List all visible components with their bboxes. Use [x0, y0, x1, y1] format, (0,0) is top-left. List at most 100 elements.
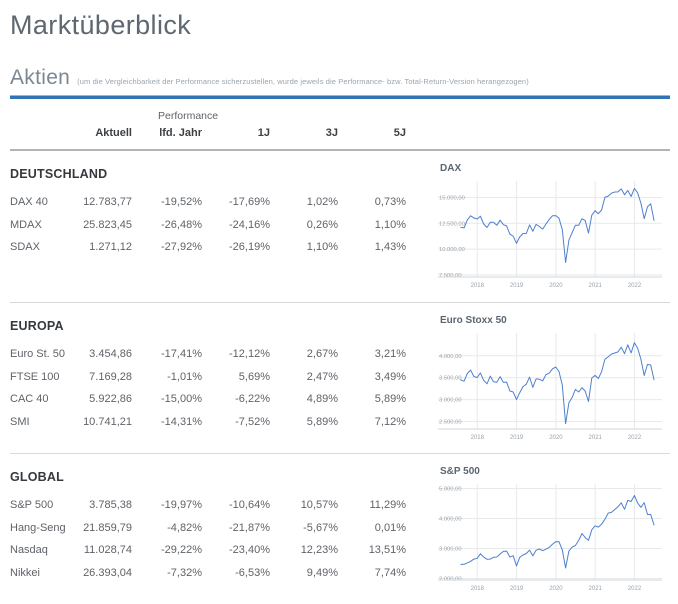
value-cell: 0,73% — [374, 196, 406, 209]
index-name: SMI — [10, 415, 30, 428]
col-lfd-jahr: lfd. Jahr — [159, 127, 202, 139]
value-cell: -24,16% — [229, 218, 270, 231]
col-1j: 1J — [257, 127, 270, 139]
svg-text:4.000,00: 4.000,00 — [439, 354, 462, 360]
svg-text:15.000,00: 15.000,00 — [439, 196, 465, 202]
value-cell: 13,51% — [368, 544, 406, 557]
table-row: DAX 40 12.783,77 -19,52% -17,69% 1,02% 0,73% — [10, 191, 422, 214]
svg-text:2022: 2022 — [628, 283, 642, 289]
svg-text:2022: 2022 — [628, 435, 642, 441]
svg-text:12.500,00: 12.500,00 — [439, 221, 465, 227]
value-cell: 26.393,04 — [83, 566, 132, 579]
svg-text:3.000,00: 3.000,00 — [439, 547, 462, 553]
value-cell: -6,53% — [235, 566, 270, 579]
section-europa: EUROPA Euro St. 50 3.454,86 -17,41% -12,12%… — [10, 302, 670, 453]
value-cell: 2,67% — [306, 348, 338, 361]
index-name: DAX 40 — [10, 196, 48, 209]
value-cell: -21,87% — [229, 521, 270, 534]
value-cell: -23,40% — [229, 544, 270, 557]
section-title: EUROPA — [10, 319, 64, 333]
svg-text:3.500,00: 3.500,00 — [439, 376, 462, 382]
value-cell: 1,10% — [374, 218, 406, 231]
dax-line-chart: 2018 2019 2020 2021 2022 15.000,00 12.500,00 10… — [438, 181, 670, 291]
col-5j: 5J — [393, 127, 406, 139]
svg-text:2020: 2020 — [549, 586, 563, 592]
table-row: MDAX 25.823,45 -26,48% -24,16% 0,26% 1,10% — [10, 214, 422, 237]
performance-group-header: Performance — [158, 110, 219, 122]
value-cell: 3.785,38 — [89, 499, 132, 512]
section-title: GLOBAL — [10, 470, 64, 484]
chart-title-sp500: S&P 500 — [440, 466, 480, 477]
euro-stoxx-line-chart: 2018 2019 2020 2021 2022 4.000,00 3.500,00 3.00… — [438, 333, 670, 443]
svg-text:2019: 2019 — [510, 283, 524, 289]
index-name: CAC 40 — [10, 393, 49, 406]
value-cell: 3,21% — [374, 348, 406, 361]
svg-text:2020: 2020 — [549, 283, 563, 289]
index-name: Hang-Seng — [10, 521, 66, 534]
aktien-note: (um die Vergleichbarkeit der Performance… — [77, 77, 529, 86]
section-table: GLOBAL S&P 500 3.785,38 -19,97% -10,64% 10,5… — [10, 454, 422, 604]
value-cell: -14,31% — [161, 415, 202, 428]
svg-text:3.000,00: 3.000,00 — [439, 398, 462, 404]
value-cell: 11.028,74 — [83, 544, 132, 557]
chart-title-dax: DAX — [440, 163, 462, 174]
header-divider — [10, 149, 670, 151]
value-cell: 5,69% — [238, 370, 270, 383]
index-name: Nikkei — [10, 566, 40, 579]
value-cell: 1,02% — [306, 196, 338, 209]
value-cell: 12.783,77 — [83, 196, 132, 209]
svg-text:2018: 2018 — [471, 435, 485, 441]
line-chart-svg: 2018 2019 2020 2021 2022 15.000,00 12.500,00 10… — [438, 181, 662, 289]
value-cell: 1.271,12 — [89, 241, 132, 254]
section-table: DEUTSCHLAND DAX 40 12.783,77 -19,52% -17,69… — [10, 151, 422, 302]
value-cell: -15,00% — [161, 393, 202, 406]
table-row: Nasdaq 11.028,74 -29,22% -23,40% 12,23% 13,51… — [10, 539, 422, 562]
index-name: MDAX — [10, 218, 42, 231]
section-table: EUROPA Euro St. 50 3.454,86 -17,41% -12,12%… — [10, 303, 422, 453]
svg-text:7.500,00: 7.500,00 — [439, 273, 462, 279]
value-cell: -7,52% — [235, 415, 270, 428]
value-cell: 5,89% — [374, 393, 406, 406]
table-row: SMI 10.741,21 -14,31% -7,52% 5,89% 7,12% — [10, 411, 422, 434]
value-cell: -5,67% — [303, 521, 338, 534]
value-cell: 5.922,86 — [89, 393, 132, 406]
value-cell: 12,23% — [300, 544, 338, 557]
value-cell: 9,49% — [306, 566, 338, 579]
svg-text:2018: 2018 — [471, 283, 485, 289]
svg-text:2021: 2021 — [589, 435, 603, 441]
index-name: FTSE 100 — [10, 370, 60, 383]
value-cell: 4,89% — [306, 393, 338, 406]
value-cell: 3,49% — [374, 370, 406, 383]
value-cell: 25.823,45 — [83, 218, 132, 231]
section-title: DEUTSCHLAND — [10, 167, 108, 181]
value-cell: -19,52% — [161, 196, 202, 209]
value-cell: 7,12% — [374, 415, 406, 428]
value-cell: -7,32% — [167, 566, 202, 579]
table-header: Performance Aktuell lfd. Jahr 1J 3J 5J — [10, 110, 670, 139]
value-cell: -12,12% — [229, 348, 270, 361]
value-cell: -19,97% — [161, 499, 202, 512]
value-cell: 1,43% — [374, 241, 406, 254]
page-title: Marktüberblick — [10, 10, 192, 40]
svg-text:2.500,00: 2.500,00 — [439, 420, 462, 426]
table-row: CAC 40 5.922,86 -15,00% -6,22% 4,89% 5,89% — [10, 388, 422, 411]
value-cell: 10.741,21 — [83, 415, 132, 428]
svg-text:4.000,00: 4.000,00 — [439, 517, 462, 523]
value-cell: 1,10% — [306, 241, 338, 254]
svg-text:2019: 2019 — [510, 586, 524, 592]
svg-text:2020: 2020 — [549, 435, 563, 441]
table-row: S&P 500 3.785,38 -19,97% -10,64% 10,57% 11,29… — [10, 494, 422, 517]
index-name: Nasdaq — [10, 544, 48, 557]
value-cell: -26,19% — [229, 241, 270, 254]
value-cell: -17,69% — [229, 196, 270, 209]
value-cell: -27,92% — [161, 241, 202, 254]
col-3j: 3J — [325, 127, 338, 139]
value-cell: 0,26% — [306, 218, 338, 231]
index-name: Euro St. 50 — [10, 348, 66, 361]
line-chart-svg: 2018 2019 2020 2021 2022 4.000,00 3.500,00 3.00… — [438, 333, 662, 441]
index-name: SDAX — [10, 241, 40, 254]
value-cell: -1,01% — [167, 370, 202, 383]
table-row: SDAX 1.271,12 -27,92% -26,19% 1,10% 1,43% — [10, 236, 422, 259]
svg-text:10.000,00: 10.000,00 — [439, 247, 465, 253]
value-cell: 7,74% — [374, 566, 406, 579]
